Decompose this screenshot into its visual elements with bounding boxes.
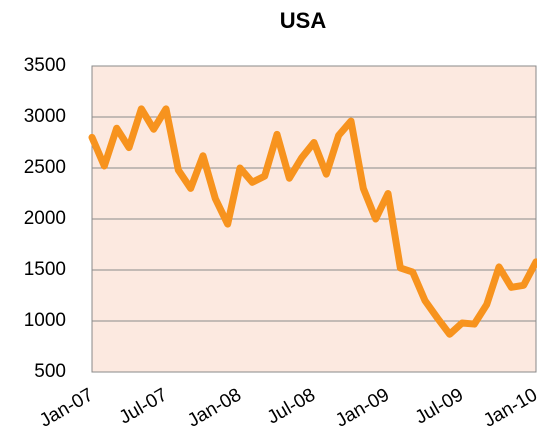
y-tick-label: 2500 [24, 157, 66, 178]
y-tick-label: 500 [34, 361, 66, 382]
x-tick-label: Jan-10 [480, 384, 537, 431]
x-tick-label: Jul-08 [264, 384, 319, 428]
y-tick-label: 1000 [24, 310, 66, 331]
y-tick-label: 3500 [24, 55, 66, 76]
y-tick-label: 3000 [24, 106, 66, 127]
line-series [88, 105, 537, 338]
y-tick-label: 2000 [24, 208, 66, 229]
y-tick-label: 1500 [24, 259, 66, 280]
x-tick-label: Jan-08 [184, 384, 245, 431]
x-tick-label: Jan-07 [36, 384, 97, 431]
x-tick-label: Jan-09 [332, 384, 393, 431]
chart-title: USA [280, 8, 327, 33]
x-tick-label: Jul-09 [412, 384, 467, 428]
x-tick-label: Jul-07 [116, 384, 171, 428]
